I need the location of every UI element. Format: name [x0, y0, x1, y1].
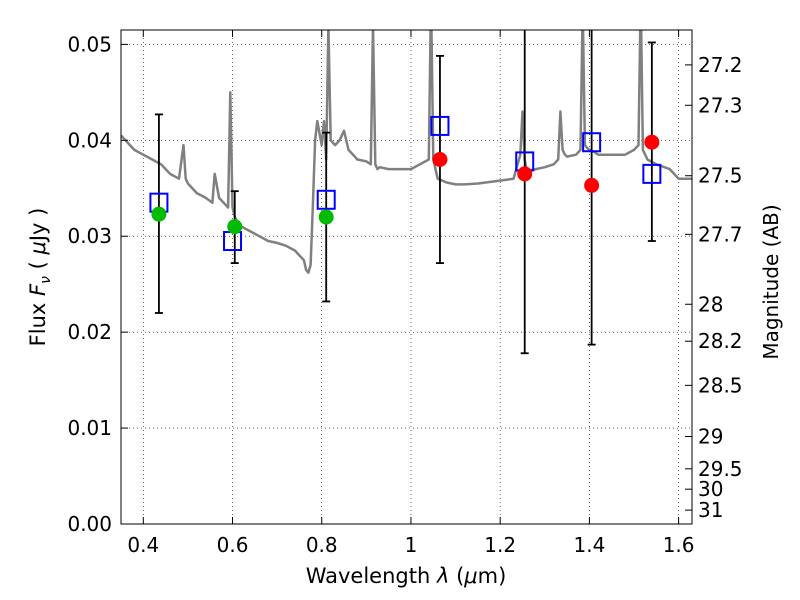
x-axis-label: Wavelength λ (μm)	[306, 564, 507, 588]
y2-tick-label: 28.5	[698, 373, 743, 397]
spectrum-line	[121, 30, 692, 274]
y-tick-label: 0.00	[67, 512, 112, 536]
x-tick-label: 1.6	[663, 533, 695, 557]
model-point	[316, 189, 336, 210]
y2-tick-label: 30	[698, 477, 723, 501]
y2-tick-label: 27.5	[698, 164, 743, 188]
x-tick-label: 1.4	[573, 533, 605, 557]
model-point	[582, 132, 602, 153]
plot-background	[121, 30, 692, 524]
y2-tick-label: 28.2	[698, 329, 743, 353]
y2-tick-label: 29	[698, 425, 723, 449]
model-point	[430, 115, 450, 136]
y2-tick-label: 28	[698, 292, 723, 316]
data-point	[151, 206, 167, 222]
data-point	[432, 151, 448, 167]
x-tick-label: 1	[405, 533, 418, 557]
plot-area	[121, 30, 692, 355]
plot-frame	[120, 29, 693, 525]
y2-axis-label: Magnitude (AB)	[759, 204, 783, 359]
y2-tick-label: 27.7	[698, 222, 743, 246]
data-point	[584, 177, 600, 193]
y2-tick-label: 27.3	[698, 93, 743, 117]
y-tick-label: 0.04	[67, 128, 112, 152]
model-point	[642, 163, 662, 184]
x-tick-label: 0.6	[217, 533, 249, 557]
y-tick-label: 0.03	[67, 224, 112, 248]
y2-tick-label: 29.5	[698, 457, 743, 481]
x-tick-label: 0.4	[127, 533, 159, 557]
data-point	[318, 209, 334, 225]
y-tick-label: 0.01	[67, 416, 112, 440]
x-tick-label: 1.2	[484, 533, 516, 557]
data-point	[227, 219, 243, 235]
y2-tick-label: 31	[698, 498, 723, 522]
data-point	[517, 166, 533, 182]
y-axis-label: Flux Fν ( μJy )	[26, 208, 54, 347]
y-axis: 0.00 0.01 0.02 0.03 0.04 0.05	[67, 32, 128, 536]
x-tick-label: 0.8	[306, 533, 338, 557]
x-axis: 0.4 0.6 0.8 1 1.2 1.4 1.6	[127, 30, 695, 557]
y2-tick-label: 27.2	[698, 53, 743, 77]
y-tick-label: 0.02	[67, 320, 112, 344]
data-point	[644, 134, 660, 150]
y-tick-label: 0.05	[67, 32, 112, 56]
